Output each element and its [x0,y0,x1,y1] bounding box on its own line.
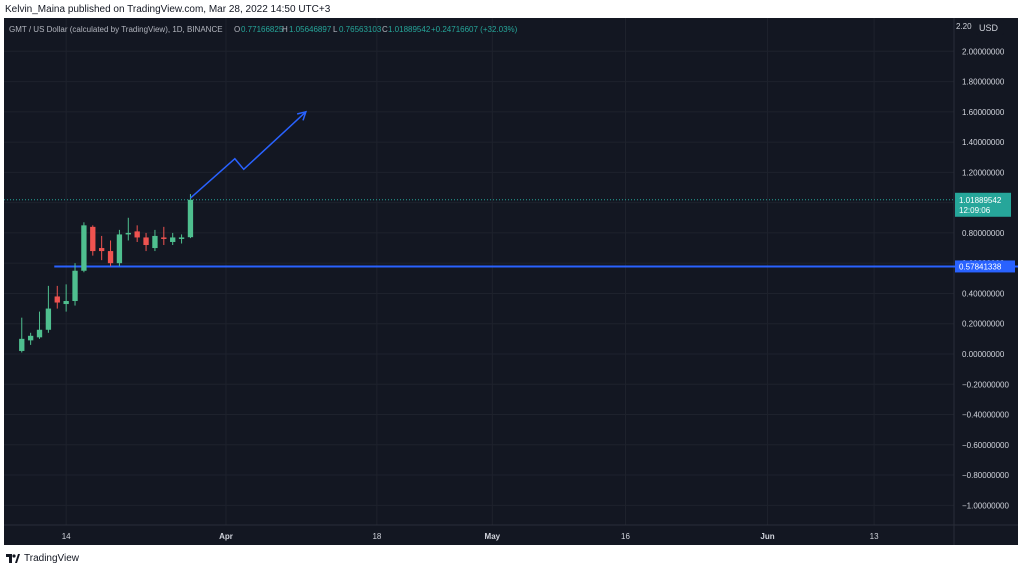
last-price-badge [955,192,1011,217]
candle-up [170,232,176,246]
price-tick-label: 1.80000000 [962,78,1005,87]
chart-panel[interactable]: 2.00000000 1.80000000 1.60000000 1.40000000… [4,18,1018,545]
candle-body [116,234,123,264]
grid [4,18,954,525]
footer-branding[interactable]: TradingView [6,550,206,566]
candle-body [90,226,96,252]
publish-line: Kelvin_Maina published on TradingView.co… [5,4,331,15]
candle-body [45,308,52,330]
legend-low-value: 0.76563103 [339,25,382,34]
legend-high-label: H [282,25,288,34]
candle-down [99,235,105,261]
candle-down [134,225,140,242]
time-tick-label: 16 [621,532,630,541]
price-tick-label: −0.80000000 [962,471,1009,480]
time-tick-label: May [485,532,501,541]
legend-open-value: 0.77166825 [241,25,284,34]
time-tick-label: Jun [760,532,774,541]
candle-body [63,301,69,305]
candle-up [19,317,25,353]
candle-up [81,222,87,273]
level-price-label: 0.57841338 [959,262,1002,271]
candle-body [143,237,149,246]
candle-up [72,263,78,306]
candle-body [27,335,34,341]
currency-label: USD [979,23,999,33]
price-tick-label: 1.20000000 [962,168,1005,177]
candle-body [107,251,114,264]
level-price-badge [955,260,1015,273]
publish-header: Kelvin_Maina published on TradingView.co… [0,0,1024,20]
candle-body [99,248,105,252]
candle-up [27,332,34,345]
price-tick-label: −1.00000000 [962,501,1009,510]
candle-body [170,237,176,242]
candle-body [19,338,25,351]
candle-down [107,240,114,267]
time-tick-label: Apr [219,532,233,541]
legend-open-label: O [234,25,240,34]
price-tick-label: 0.80000000 [962,229,1005,238]
projection-arrow-path[interactable] [189,111,307,199]
legend-line: GMT / US Dollar (calculated by TradingVi… [9,25,518,34]
legend-change: +0.24716607 (+32.03%) [431,25,518,34]
chart-background [4,18,1018,545]
price-tick-label: 0.00000000 [962,350,1005,359]
currency-badge[interactable] [976,19,1004,35]
candle-up [152,229,158,252]
price-tick-label: −0.40000000 [962,411,1009,420]
candle-up [63,284,69,312]
candle-body [72,270,78,302]
candles [19,194,194,353]
footer-brand-text: TradingView [24,552,80,564]
candle-down [161,226,167,246]
candle-body [134,231,140,238]
candle-down [90,225,96,256]
candle-body [81,225,87,271]
price-tick-label: −0.60000000 [962,441,1009,450]
candle-body [54,296,60,303]
price-axis-top-partial-label: 2.20 [956,22,972,31]
legend-close-value: 1.01889542 [388,25,431,34]
candle-body [161,237,167,239]
time-axis[interactable]: 14 Apr 18 May 16 Jun 13 [62,532,879,541]
candle-up [187,194,194,239]
candle-body [187,199,194,238]
legend-symbol: GMT / US Dollar (calculated by TradingVi… [9,25,223,34]
candle-up [125,217,131,241]
legend-low-label: L [333,25,338,34]
time-tick-label: 18 [372,532,381,541]
legend-close-label: C [382,25,388,34]
price-tick-label: 2.00000000 [962,47,1005,56]
candle-body [36,329,43,338]
tradingview-logo-icon [6,553,20,563]
candle-up [178,234,185,244]
price-tick-label: 1.60000000 [962,108,1005,117]
price-tick-label: −0.20000000 [962,380,1009,389]
price-tick-label: 1.40000000 [962,138,1005,147]
candle-body [152,235,158,249]
time-tick-label: 13 [870,532,879,541]
projection-arrow-head [296,110,308,121]
last-price-label: 1.01889542 [959,196,1002,205]
price-tick-label: 0.40000000 [962,289,1005,298]
legend-high-value: 1.05646897 [289,25,332,34]
candlestick-chart[interactable]: 2.00000000 1.80000000 1.60000000 1.40000000… [4,18,1018,545]
horizontal-level-drawing[interactable]: 0.57841338 [54,260,1018,273]
time-tick-label: 14 [62,532,71,541]
countdown-label: 12:09:06 [959,206,991,215]
candle-up [116,229,123,267]
candle-body [178,237,185,239]
candle-down [54,285,60,309]
candle-down [143,232,149,252]
candle-body [125,232,131,235]
candle-up [36,311,43,339]
price-tick-label: 0.20000000 [962,320,1005,329]
projection-arrow-drawing[interactable] [189,110,308,199]
candle-up [45,285,52,333]
